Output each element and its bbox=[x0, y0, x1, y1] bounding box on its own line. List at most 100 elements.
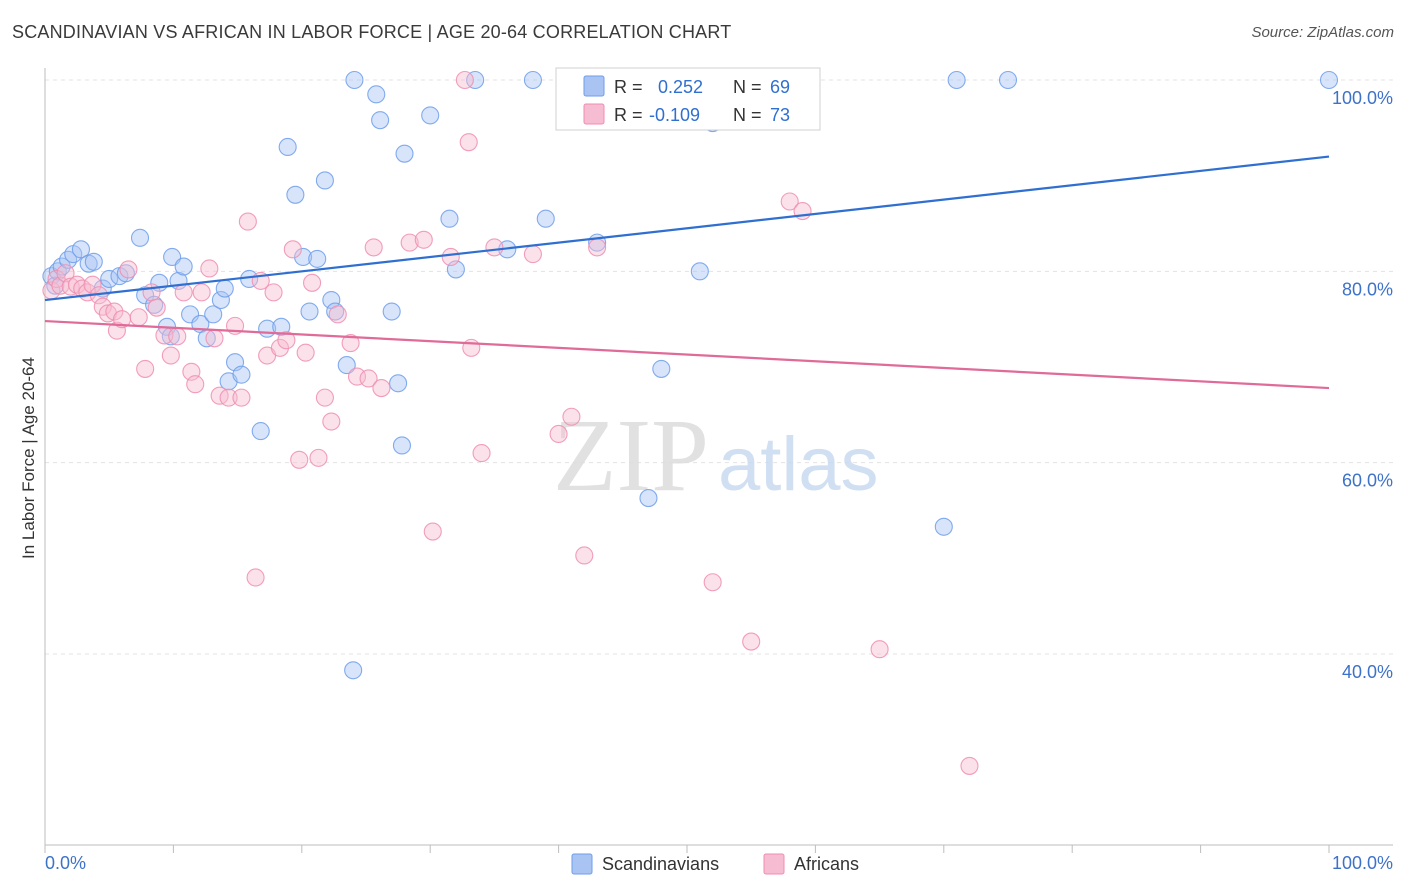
chart-source: Source: ZipAtlas.com bbox=[1251, 24, 1394, 41]
point-africans-37 bbox=[264, 283, 283, 302]
point-africans-3 bbox=[56, 264, 75, 283]
bottom-legend-swatch-africans bbox=[763, 853, 785, 875]
y-axis-label: In Labor Force | Age 20-64 bbox=[19, 357, 38, 559]
point-africans-28 bbox=[205, 329, 224, 348]
point-africans-66 bbox=[588, 238, 607, 257]
point-africans-23 bbox=[174, 283, 193, 302]
watermark: ZIP atlas bbox=[553, 398, 879, 513]
point-africans-61 bbox=[485, 238, 504, 257]
point-africans-46 bbox=[322, 412, 341, 431]
point-scandinavians-31 bbox=[251, 422, 270, 441]
point-scandinavians-49 bbox=[395, 144, 414, 163]
x-tick-label-100: 100.0% bbox=[1332, 853, 1393, 873]
point-africans-4 bbox=[61, 277, 80, 296]
point-scandinavians-4 bbox=[59, 250, 78, 269]
legend-r-label-1: R = bbox=[614, 105, 643, 125]
point-africans-25 bbox=[186, 375, 205, 394]
legend-swatch-scandinavians bbox=[583, 75, 605, 97]
x-tick-label-0: 0.0% bbox=[45, 853, 86, 873]
legend-r-value-1: -0.109 bbox=[649, 105, 700, 125]
point-scandinavians-42 bbox=[337, 356, 356, 375]
legend: R = 0.252 N = 69 R = -0.109 N = 73 bbox=[555, 67, 821, 131]
point-scandinavians-61 bbox=[690, 262, 709, 281]
point-scandinavians-8 bbox=[84, 252, 103, 271]
point-africans-21 bbox=[161, 346, 180, 365]
point-scandinavians-50 bbox=[421, 106, 440, 125]
bottom-legend-label-scandinavians: Scandinavians bbox=[602, 854, 719, 874]
point-africans-65 bbox=[575, 546, 594, 565]
legend-r-label-0: R = bbox=[614, 77, 643, 97]
chart-title: SCANDINAVIAN VS AFRICAN IN LABOR FORCE |… bbox=[12, 22, 732, 42]
legend-r-value-0: 0.252 bbox=[658, 77, 703, 97]
point-scandinavians-25 bbox=[211, 290, 230, 310]
legend-n-value-1: 73 bbox=[770, 105, 790, 125]
point-scandinavians-37 bbox=[300, 302, 319, 321]
point-scandinavians-66 bbox=[1319, 70, 1339, 90]
point-africans-69 bbox=[780, 192, 799, 211]
point-scandinavians-43 bbox=[345, 70, 364, 90]
legend-swatch-africans bbox=[583, 103, 605, 125]
point-africans-26 bbox=[192, 283, 211, 302]
point-scandinavians-6 bbox=[71, 240, 91, 259]
point-africans-63 bbox=[549, 424, 568, 444]
point-scandinavians-65 bbox=[998, 70, 1018, 90]
point-africans-39 bbox=[277, 331, 296, 350]
point-scandinavians-46 bbox=[382, 302, 401, 321]
point-africans-54 bbox=[414, 230, 433, 249]
point-africans-44 bbox=[309, 448, 328, 467]
point-africans-13 bbox=[107, 321, 126, 340]
point-scandinavians-26 bbox=[215, 279, 234, 298]
point-africans-49 bbox=[347, 367, 367, 386]
trend-line-scandinavians bbox=[44, 155, 1330, 302]
point-africans-29 bbox=[210, 386, 229, 405]
point-scandinavians-56 bbox=[536, 209, 555, 228]
point-scandinavians-13 bbox=[130, 228, 150, 247]
point-scandinavians-45 bbox=[371, 111, 390, 130]
point-scandinavians-67 bbox=[344, 661, 363, 680]
point-africans-67 bbox=[703, 573, 722, 592]
point-scandinavians-10 bbox=[100, 269, 119, 289]
point-scandinavians-20 bbox=[174, 257, 193, 276]
bottom-legend-swatch-scandinavians bbox=[571, 853, 593, 875]
point-africans-22 bbox=[168, 327, 187, 346]
point-africans-38 bbox=[270, 338, 290, 357]
legend-n-label-0: N = bbox=[733, 77, 762, 97]
point-africans-53 bbox=[400, 233, 419, 252]
point-africans-30 bbox=[219, 388, 238, 407]
point-africans-27 bbox=[200, 259, 219, 278]
point-africans-15 bbox=[119, 260, 138, 279]
trend-lines bbox=[44, 155, 1330, 390]
tick-labels: 0.0% 100.0% 40.0% 60.0% 80.0% 100.0% bbox=[45, 88, 1393, 873]
point-scandinavians-41 bbox=[326, 302, 345, 321]
point-scandinavians-60 bbox=[652, 359, 671, 378]
watermark-atlas: atlas bbox=[718, 422, 879, 507]
point-africans-62 bbox=[523, 245, 542, 264]
point-scandinavians-33 bbox=[272, 317, 291, 336]
point-africans-50 bbox=[359, 369, 378, 388]
point-scandinavians-64 bbox=[947, 70, 966, 90]
point-scandinavians-39 bbox=[315, 171, 334, 190]
point-scandinavians-44 bbox=[367, 85, 386, 104]
point-scandinavians-53 bbox=[466, 70, 485, 90]
point-africans-64 bbox=[562, 407, 581, 426]
point-africans-48 bbox=[341, 334, 360, 353]
y-tick-label-40: 40.0% bbox=[1342, 662, 1393, 682]
point-africans-52 bbox=[372, 378, 391, 398]
data-points bbox=[42, 70, 1339, 775]
point-scandinavians-55 bbox=[523, 70, 542, 90]
y-tick-label-60: 60.0% bbox=[1342, 471, 1393, 491]
point-africans-57 bbox=[455, 70, 474, 90]
point-africans-43 bbox=[303, 273, 322, 292]
point-africans-60 bbox=[472, 444, 491, 463]
point-africans-51 bbox=[364, 238, 383, 257]
point-africans-58 bbox=[459, 133, 478, 152]
point-africans-34 bbox=[246, 568, 265, 587]
point-africans-71 bbox=[870, 640, 889, 659]
point-scandinavians-47 bbox=[389, 374, 408, 393]
y-tick-label-80: 80.0% bbox=[1342, 279, 1393, 299]
point-scandinavians-59 bbox=[639, 489, 658, 508]
y-tick-label-100: 100.0% bbox=[1332, 88, 1393, 108]
point-africans-12 bbox=[105, 302, 124, 321]
point-scandinavians-34 bbox=[278, 137, 297, 157]
